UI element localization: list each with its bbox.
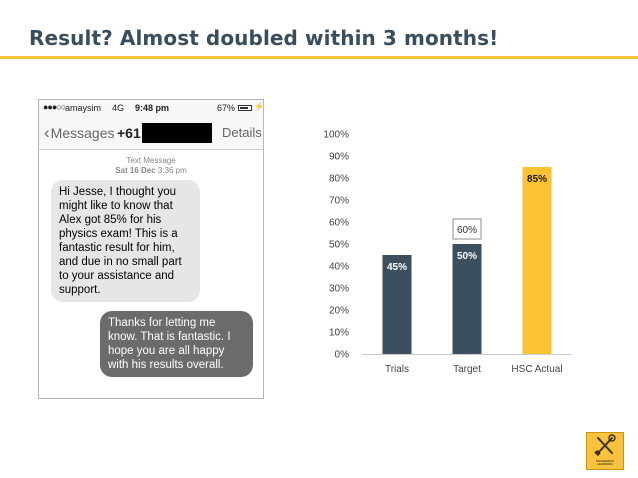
slide-title: Result? Almost doubled within 3 months! (29, 26, 499, 50)
bar-value-label: 85% (527, 174, 547, 185)
y-tick-label: 0% (335, 350, 350, 361)
battery-percent: 67% (217, 103, 236, 113)
incoming-message-bubble: Hi Jesse, I thought you might like to kn… (51, 180, 200, 302)
bar (382, 255, 412, 354)
battery-icon (238, 105, 252, 111)
y-tick-label: 90% (329, 152, 349, 163)
y-tick-label: 50% (329, 240, 349, 251)
y-tick-label: 20% (329, 306, 349, 317)
outgoing-message-bubble: Thanks for letting me know. That is fant… (100, 311, 253, 377)
x-tick-label: HSC Actual (511, 364, 562, 375)
redacted-number (142, 123, 212, 143)
target-annotation-label: 60% (457, 225, 477, 236)
message-type: Text Message (126, 156, 176, 165)
bar (522, 167, 552, 354)
target-annotation-box (452, 218, 482, 240)
chevron-left-icon: ‹ (44, 123, 50, 142)
carrier-name: amaysim (65, 103, 102, 113)
y-tick-label: 60% (329, 218, 349, 229)
back-label: Messages (50, 125, 115, 141)
status-time: 9:48 pm (135, 103, 170, 113)
brand-logo: ENGINEERS LEARNING (586, 432, 624, 470)
message-date: Sat 16 Dec (115, 166, 156, 175)
y-tick-label: 80% (329, 174, 349, 185)
y-tick-label: 10% (329, 328, 349, 339)
bar-value-label: 45% (387, 262, 407, 273)
x-tick-label: Trials (385, 364, 409, 375)
tools-icon (594, 434, 616, 457)
sms-screenshot: ●●●○○ amaysim 4G 9:48 pm 67% ⚡ ‹Messages… (38, 99, 264, 399)
y-tick-label: 100% (323, 130, 349, 141)
message-timestamp: Text Message Sat 16 Dec 3:36 pm (39, 156, 263, 176)
y-tick-label: 70% (329, 196, 349, 207)
signal-strength-icon: ●●●○○ (43, 102, 66, 112)
logo-caption: ENGINEERS LEARNING (596, 459, 614, 466)
network-type: 4G (112, 103, 125, 113)
y-tick-label: 30% (329, 284, 349, 295)
bolt-icon: ⚡ (254, 102, 264, 111)
back-to-messages-button[interactable]: ‹Messages (44, 123, 115, 142)
results-bar-chart: 0% 10% 20% 30% 40% 50% 60% 70% 80% 90% 100% 45% Tria… (323, 130, 572, 375)
y-tick-label: 40% (329, 262, 349, 273)
x-tick-label: Target (453, 364, 481, 375)
bar-value-label: 50% (457, 251, 477, 262)
status-bar: ●●●○○ amaysim 4G 9:48 pm 67% ⚡ (39, 100, 263, 116)
bar (452, 244, 482, 354)
details-button[interactable]: Details (222, 125, 262, 140)
title-underline (0, 56, 638, 59)
contact-number: +61 (117, 125, 141, 141)
messages-nav-bar: ‹Messages +61 Details (39, 116, 263, 150)
message-time: 3:36 pm (157, 166, 187, 175)
